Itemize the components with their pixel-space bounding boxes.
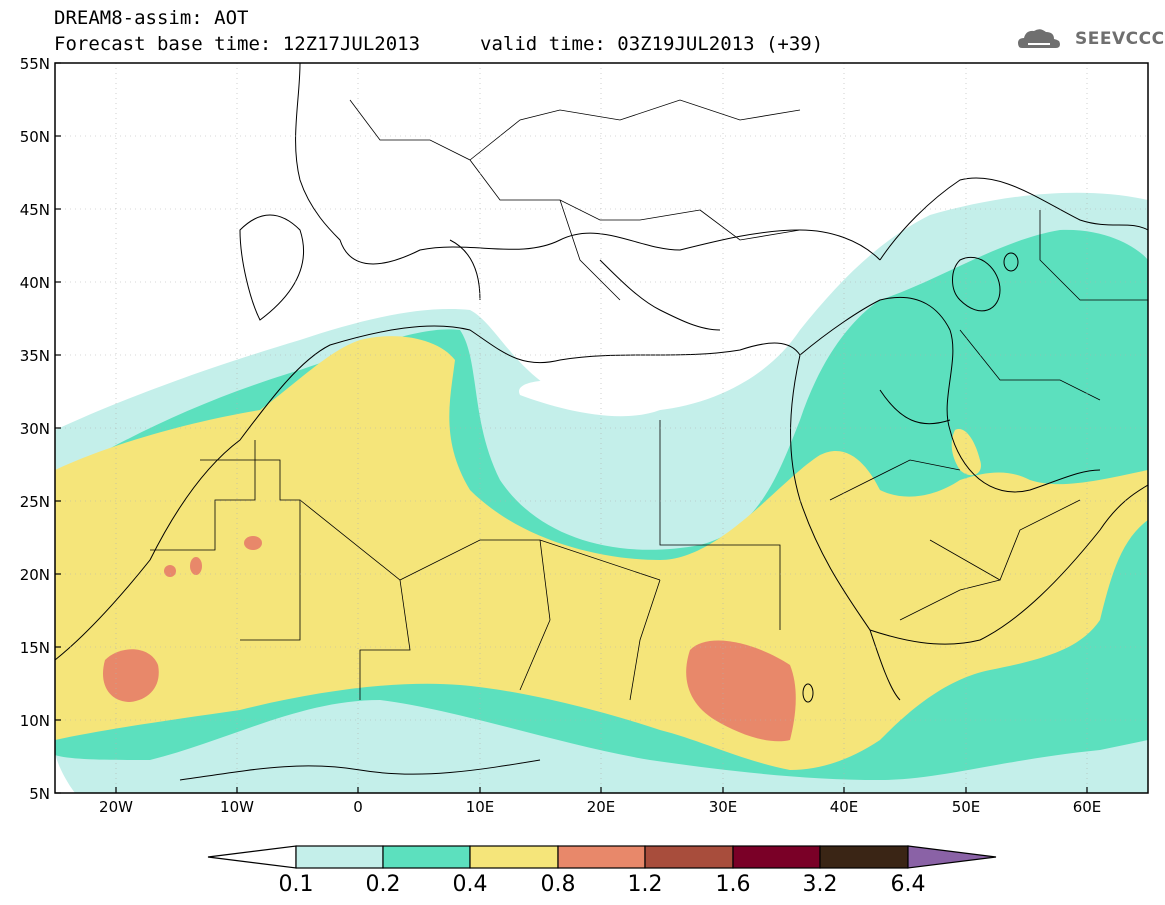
logo-text: SEEVCCC	[1075, 29, 1165, 49]
colorbar-swatch-0.1	[295, 845, 384, 869]
colorbar-swatch-0.2	[382, 845, 471, 869]
colorbar-label: 1.2	[627, 872, 663, 897]
colorbar-swatch-0.4	[469, 845, 559, 869]
grid-lines	[55, 63, 1148, 793]
lon-label: 10E	[465, 798, 495, 816]
lon-label: 0	[353, 798, 363, 816]
coastlines	[55, 63, 1148, 781]
aot-contour-0.8-sudan	[686, 640, 796, 742]
lon-label: 10W	[220, 798, 254, 816]
colorbar-swatch-1.2	[644, 845, 734, 869]
lon-label: 30E	[708, 798, 738, 816]
lon-label: 20E	[586, 798, 616, 816]
colorbar-label: 6.4	[890, 872, 926, 897]
map-title: DREAM8-assim: AOT	[54, 7, 249, 29]
colorbar-label: 1.6	[715, 872, 751, 897]
colorbar-label: 0.8	[540, 872, 576, 897]
aot-field	[55, 192, 1148, 793]
lat-label: 20N	[19, 566, 50, 584]
colorbar	[207, 845, 997, 869]
lat-label: 15N	[19, 639, 50, 657]
colorbar-label: 0.2	[365, 872, 401, 897]
colorbar-label: 3.2	[802, 872, 838, 897]
lat-label: 35N	[19, 347, 50, 365]
colorbar-swatch-below	[207, 845, 297, 869]
cloud-logo-icon	[1018, 29, 1060, 48]
lat-label: 30N	[19, 420, 50, 438]
lat-label: 10N	[19, 712, 50, 730]
aot-contour-0.8-senegal	[102, 649, 159, 702]
lat-label: 50N	[19, 128, 50, 146]
colorbar-swatch-3.2	[819, 845, 909, 869]
aot-contour-0.4	[55, 336, 1148, 770]
lat-label: 45N	[19, 201, 50, 219]
lat-label: 40N	[19, 274, 50, 292]
lat-label: 55N	[19, 55, 50, 73]
axis-ticks	[55, 62, 1088, 794]
lat-label: 5N	[29, 785, 50, 803]
lon-label: 40E	[829, 798, 859, 816]
colorbar-swatch-above	[907, 845, 997, 869]
colorbar-label: 0.1	[278, 872, 314, 897]
colorbar-swatch-0.8	[557, 845, 646, 869]
colorbar-swatch-1.6	[732, 845, 821, 869]
lon-label: 20W	[99, 798, 133, 816]
lon-label: 50E	[951, 798, 981, 816]
valid-time: valid time: 03Z19JUL2013 (+39)	[480, 33, 824, 55]
colorbar-label: 0.4	[452, 872, 488, 897]
forecast-base-time: Forecast base time: 12Z17JUL2013	[54, 33, 421, 55]
lon-label: 60E	[1072, 798, 1102, 816]
country-borders	[150, 99, 1148, 701]
lat-label: 25N	[19, 493, 50, 511]
